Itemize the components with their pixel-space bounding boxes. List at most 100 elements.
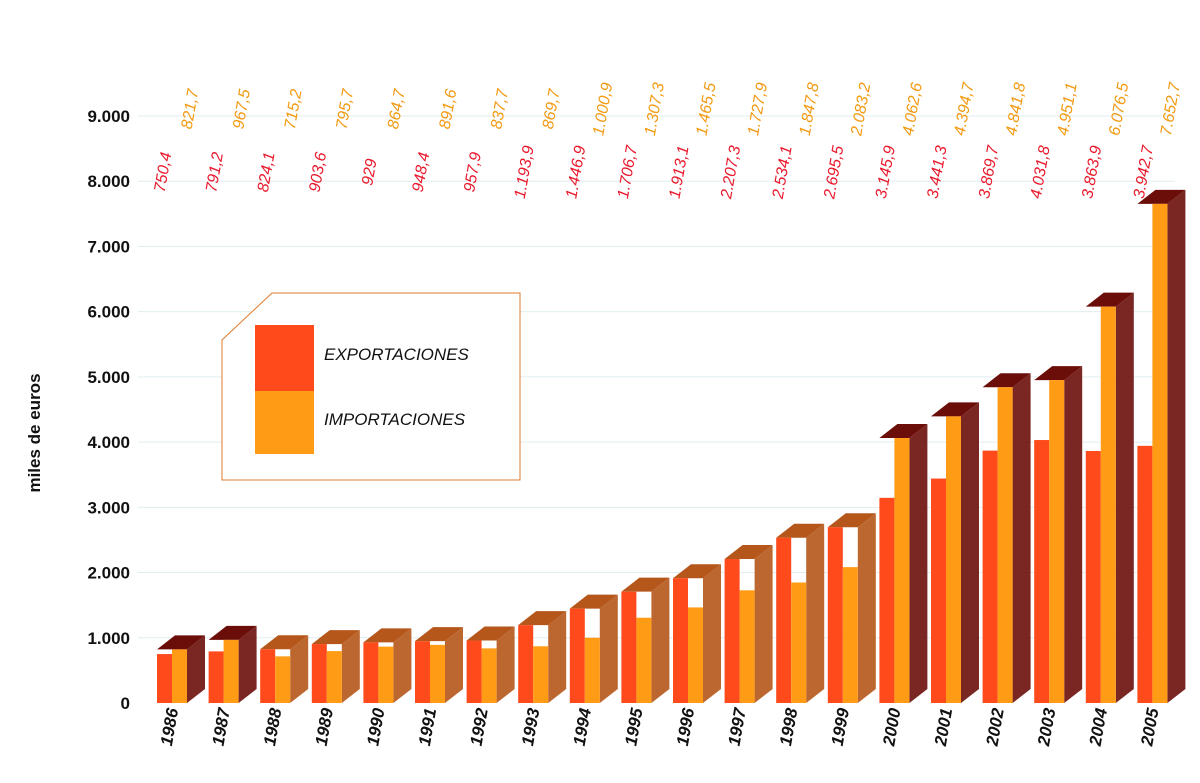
balance-band-top: [569, 594, 618, 609]
value-label-exportaciones: 4.031,8: [1028, 144, 1054, 200]
balance-band-side: [703, 564, 721, 703]
bar-exportaciones: [827, 527, 843, 703]
bar-exportaciones: [1085, 450, 1101, 703]
balance-band-top: [311, 630, 360, 645]
bar-exportaciones: [776, 537, 792, 703]
y-axis-label: miles de euros: [25, 373, 44, 492]
value-label-exportaciones: 2.695,5: [821, 144, 847, 201]
balance-band-top: [1034, 366, 1083, 381]
bar-exportaciones: [466, 640, 482, 703]
balance-band-side: [857, 513, 876, 703]
value-label-importaciones: 4.062,6: [900, 81, 926, 137]
balance-band-side: [1167, 189, 1186, 703]
legend-label-exportaciones: EXPORTACIONES: [324, 345, 470, 364]
balance-band-top: [518, 611, 567, 626]
value-label-exportaciones: 929: [359, 158, 380, 187]
x-tick-label: 1998: [776, 706, 801, 747]
x-tick-label: 1996: [673, 706, 698, 747]
bar-exportaciones: [311, 644, 327, 703]
y-tick-label: 0: [121, 694, 130, 713]
y-axis-ticks: 0 1.000 2.000 3.000 4.000 5.000 6.000 7.000 8.00…: [87, 107, 130, 713]
value-label-importaciones: 1.000,9: [590, 81, 616, 137]
legend-label-importaciones: IMPORTACIONES: [324, 410, 466, 429]
value-label-exportaciones: 824,1: [255, 151, 279, 193]
x-tick-label: 1999: [828, 706, 853, 747]
bar-importaciones: [739, 590, 755, 703]
balance-band-side: [1064, 366, 1083, 703]
bar-exportaciones: [1034, 440, 1050, 703]
value-label-exportaciones: 1.193,9: [512, 144, 538, 200]
bar-exportaciones: [879, 497, 895, 703]
value-label-exportaciones: 3.441,3: [925, 144, 951, 200]
value-label-importaciones: 4.841,8: [1003, 81, 1029, 137]
bars: [157, 203, 1168, 703]
bar-importaciones: [688, 607, 703, 703]
value-label-exportaciones: 1.706,7: [615, 143, 641, 200]
x-tick-label: 1991: [415, 707, 440, 748]
value-label-importaciones: 715,2: [282, 88, 306, 130]
bar-exportaciones: [157, 654, 172, 703]
bar-exportaciones: [1137, 445, 1153, 703]
bar-importaciones: [481, 648, 497, 703]
balance-band-top: [1137, 189, 1186, 204]
x-tick-label: 1997: [725, 705, 751, 747]
x-tick-label: 2000: [879, 706, 905, 748]
bar-importaciones: [842, 567, 858, 703]
y-tick-label: 5.000: [87, 368, 130, 387]
bar-exportaciones: [621, 591, 637, 703]
value-label-exportaciones: 750,4: [152, 151, 176, 193]
y-tick-label: 4.000: [87, 433, 130, 452]
value-label-importaciones: 795,7: [334, 87, 358, 130]
bar-exportaciones: [208, 651, 224, 703]
x-axis-ticks: 1986 1987 1988 1989 1990 1991 1992 1993 1994 1995…: [157, 705, 1163, 748]
value-label-importaciones: 891,6: [437, 88, 461, 130]
balance-band-side: [393, 628, 412, 703]
balance-band-side: [599, 594, 618, 703]
balance-band-top: [879, 424, 928, 439]
legend-swatch-exportaciones: [255, 325, 314, 391]
value-label-importaciones: 2.083,2: [848, 81, 874, 138]
balance-band-top: [982, 373, 1031, 388]
bar-importaciones: [223, 639, 239, 703]
balance-band-side: [187, 635, 205, 703]
value-label-exportaciones: 3.863,9: [1079, 144, 1105, 200]
value-label-importaciones: 864,7: [385, 87, 409, 130]
balance-band-side: [1115, 292, 1134, 703]
value-label-importaciones: 821,7: [179, 87, 203, 130]
bar-exportaciones: [569, 608, 585, 703]
value-label-exportaciones: 957,9: [461, 151, 485, 193]
balance-bands: [157, 189, 1186, 703]
balance-band-top: [260, 635, 309, 650]
x-tick-label: 1992: [467, 706, 492, 747]
bar-importaciones: [533, 646, 549, 703]
x-tick-label: 2003: [1034, 706, 1060, 748]
balance-band-top: [931, 402, 979, 417]
bar-importaciones: [1152, 203, 1168, 703]
bar-importaciones: [378, 646, 394, 703]
balance-band-top: [157, 635, 205, 650]
value-label-exportaciones: 1.446,9: [563, 144, 589, 200]
value-label-exportaciones: 2.207,3: [718, 144, 744, 201]
value-label-importaciones: 869,7: [540, 87, 564, 130]
balance-band-top: [363, 628, 412, 643]
balance-band-top: [466, 626, 515, 641]
x-tick-label: 2001: [931, 707, 956, 749]
value-label-importaciones: 4.951,1: [1055, 81, 1081, 137]
x-tick-label: 2005: [1137, 706, 1163, 748]
y-tick-label: 2.000: [87, 564, 130, 583]
value-label-importaciones: 1.307,3: [642, 81, 668, 137]
bar-exportaciones: [260, 649, 276, 703]
bar-importaciones: [894, 438, 910, 703]
bar-importaciones: [275, 656, 291, 703]
value-label-importaciones: 967,5: [230, 88, 254, 130]
bar-importaciones: [791, 582, 807, 703]
x-tick-label: 1995: [621, 706, 646, 747]
value-label-importaciones: 837,7: [488, 87, 512, 130]
value-label-importaciones: 4.394,7: [952, 80, 978, 137]
value-label-exportaciones: 3.942,7: [1131, 143, 1157, 200]
y-tick-label: 1.000: [87, 629, 130, 648]
value-label-exportaciones: 3.869,7: [976, 143, 1002, 200]
balance-band-side: [754, 545, 773, 703]
balance-band-side: [496, 626, 515, 703]
legend: EXPORTACIONES IMPORTACIONES: [221, 292, 521, 481]
